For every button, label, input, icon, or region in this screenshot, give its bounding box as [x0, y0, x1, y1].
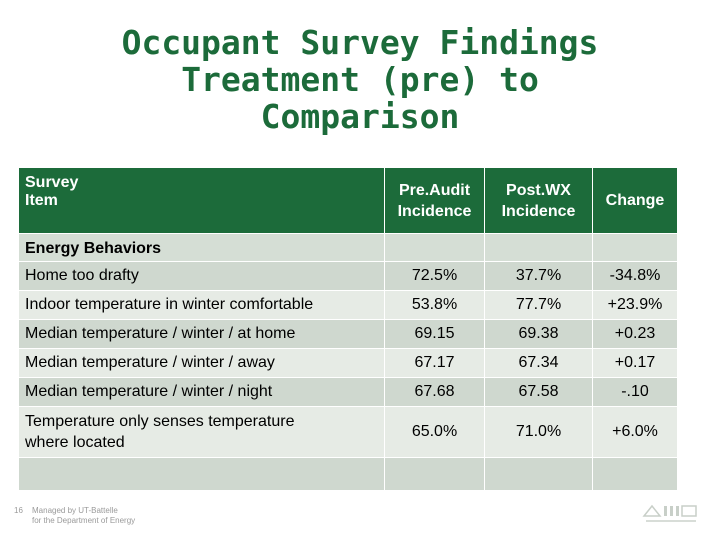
header-survey-item-line-1: Survey — [25, 174, 79, 191]
footer-line-2: for the Department of Energy — [32, 516, 136, 525]
row-label: Median temperature / winter / night — [18, 377, 385, 407]
header-post-wx-line-2: Incidence — [501, 202, 576, 220]
row-post-value: 37.7% — [484, 261, 593, 291]
table-cell — [384, 457, 485, 491]
header-post-wx: Post.WX Incidence — [484, 167, 593, 234]
header-pre-audit: Pre.Audit Incidence — [384, 167, 485, 234]
logo-icon — [642, 504, 697, 522]
row-pre-value: 67.68 — [384, 377, 485, 407]
header-survey-item-line-2: Item — [25, 192, 58, 209]
row-label: Median temperature / winter / at home — [18, 319, 385, 349]
table-cell — [18, 457, 385, 491]
section-row: Energy Behaviors — [18, 233, 678, 262]
row-change-value: -34.8% — [592, 261, 678, 291]
row-post-value: 67.34 — [484, 348, 593, 378]
table-cell — [592, 233, 678, 262]
survey-table: Survey Item Pre.Audit Incidence Post.WX … — [18, 167, 678, 491]
row-pre-value: 67.17 — [384, 348, 485, 378]
table-row: Temperature only senses temperature wher… — [18, 406, 678, 458]
table-row: Median temperature / winter / night 67.6… — [18, 377, 678, 407]
header-change: Change — [592, 167, 678, 234]
row-label: Indoor temperature in winter comfortable — [18, 290, 385, 320]
row-pre-value: 69.15 — [384, 319, 485, 349]
header-post-wx-line-1: Post.WX — [506, 181, 571, 199]
row-label: Temperature only senses temperature wher… — [18, 406, 385, 458]
row-pre-value: 53.8% — [384, 290, 485, 320]
table-row: Median temperature / winter / away 67.17… — [18, 348, 678, 378]
row-change-value: -.10 — [592, 377, 678, 407]
row-label-line-1: Temperature only senses temperature — [25, 413, 295, 430]
row-post-value: 69.38 — [484, 319, 593, 349]
header-pre-audit-line-2: Incidence — [397, 202, 472, 220]
title-line-3: Comparison — [260, 97, 460, 136]
row-change-value: +6.0% — [592, 406, 678, 458]
header-survey-item: Survey Item — [18, 167, 385, 234]
table-header-row: Survey Item Pre.Audit Incidence Post.WX … — [18, 167, 678, 234]
row-post-value: 77.7% — [484, 290, 593, 320]
table-cell — [384, 233, 485, 262]
table-cell — [484, 233, 593, 262]
table-row — [18, 457, 678, 491]
page-number: 16 — [14, 506, 23, 515]
row-post-value: 67.58 — [484, 377, 593, 407]
row-label: Median temperature / winter / away — [18, 348, 385, 378]
table-cell — [592, 457, 678, 491]
row-label-line-2: where located — [25, 434, 125, 451]
table-row: Indoor temperature in winter comfortable… — [18, 290, 678, 320]
header-pre-audit-line-1: Pre.Audit — [398, 181, 471, 199]
slide-title: Occupant Survey Findings Treatment (pre)… — [60, 24, 660, 135]
table-cell — [484, 457, 593, 491]
row-post-value: 71.0% — [484, 406, 593, 458]
table-row: Home too drafty 72.5% 37.7% -34.8% — [18, 261, 678, 291]
row-pre-value: 65.0% — [384, 406, 485, 458]
footer-line-1: Managed by UT-Battelle — [32, 506, 118, 515]
footer-text: Managed by UT-Battelle for the Departmen… — [32, 506, 135, 526]
row-change-value: +23.9% — [592, 290, 678, 320]
row-change-value: +0.23 — [592, 319, 678, 349]
title-line-1: Occupant Survey Findings — [121, 23, 599, 62]
row-label: Home too drafty — [18, 261, 385, 291]
row-pre-value: 72.5% — [384, 261, 485, 291]
table-row: Median temperature / winter / at home 69… — [18, 319, 678, 349]
title-line-2: Treatment (pre) to — [181, 60, 539, 99]
row-change-value: +0.17 — [592, 348, 678, 378]
section-label: Energy Behaviors — [18, 233, 385, 262]
